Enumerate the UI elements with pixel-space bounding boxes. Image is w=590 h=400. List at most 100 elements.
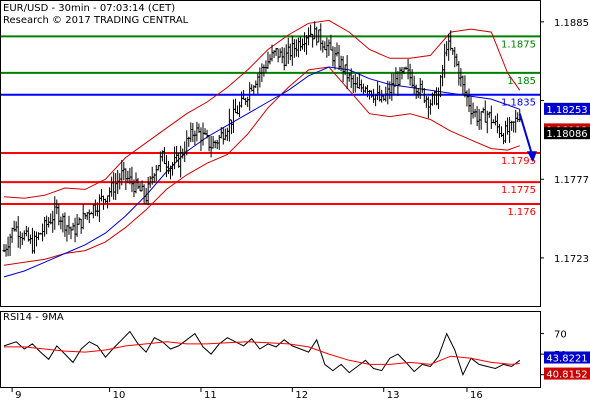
ohlc-bar bbox=[309, 24, 313, 37]
ohlc-bar bbox=[93, 199, 97, 216]
ohlc-bar bbox=[16, 216, 20, 248]
ohlc-bar bbox=[412, 75, 416, 95]
ohlc-bar bbox=[282, 47, 286, 71]
ohlc-bar bbox=[169, 165, 173, 180]
ohlc-bar bbox=[294, 39, 298, 57]
price-panel-frame bbox=[0, 0, 541, 307]
ohlc-bar bbox=[106, 195, 110, 209]
rsi-panel bbox=[3, 330, 521, 377]
ohlc-bar bbox=[193, 130, 197, 145]
ohlc-bar bbox=[504, 120, 508, 144]
price-axis-label: 1.1885 bbox=[554, 18, 589, 29]
price-tag-box bbox=[544, 127, 590, 140]
ohlc-bar bbox=[158, 151, 162, 173]
ohlc-bar bbox=[30, 227, 34, 254]
ohlc-bar bbox=[248, 82, 252, 111]
ohlc-bar bbox=[300, 38, 304, 50]
price-panel: 1.1875 1.185 1.1835 1.1795 1.1775 1.176 bbox=[0, 19, 540, 278]
rsi-axis-label: 70 bbox=[554, 330, 567, 341]
rsi-line bbox=[3, 330, 521, 377]
ohlc-bar bbox=[213, 140, 217, 149]
ohlc-bar bbox=[408, 63, 412, 86]
ohlc-bar bbox=[122, 161, 126, 181]
chart-copyright: Research © 2017 TRADING CENTRAL bbox=[3, 15, 189, 26]
ohlc-bar bbox=[479, 111, 483, 130]
ohlc-bar bbox=[325, 37, 329, 58]
projection-arrow-head bbox=[526, 151, 537, 163]
ohlc-bar bbox=[215, 139, 219, 150]
ohlc-bar bbox=[473, 108, 477, 118]
ohlc-bar bbox=[392, 73, 396, 95]
ohlc-bar bbox=[179, 145, 183, 178]
ohlc-bar bbox=[57, 203, 61, 226]
rsi-title: RSI14 - 9MA bbox=[3, 312, 64, 323]
ohlc-bar bbox=[376, 81, 380, 100]
x-axis-label: 10 bbox=[113, 390, 126, 400]
ohlc-bar bbox=[69, 226, 73, 240]
ohlc-bar bbox=[65, 224, 69, 242]
ohlc-bar bbox=[331, 46, 335, 67]
ohlc-bar bbox=[73, 217, 77, 243]
ohlc-bar bbox=[512, 121, 516, 133]
ohlc-bar bbox=[335, 42, 339, 57]
ohlc-bar bbox=[207, 135, 211, 152]
ohlc-bar bbox=[357, 73, 361, 89]
rsi-tag-text: 43.8221 bbox=[546, 353, 587, 364]
ohlc-bar bbox=[280, 46, 284, 64]
ohlc-bar bbox=[221, 127, 225, 145]
ohlc-bar bbox=[497, 123, 501, 138]
ohlc-bar bbox=[4, 244, 8, 257]
ohlc-bar bbox=[262, 64, 266, 77]
rsi-tag-1: 40.8152 bbox=[544, 367, 590, 381]
lower-band-line bbox=[3, 66, 520, 266]
ohlc-bar bbox=[75, 214, 79, 237]
ohlc-bar bbox=[420, 80, 424, 93]
ohlc-bar bbox=[363, 86, 367, 93]
ohlc-bar bbox=[502, 132, 506, 145]
ohlc-bar bbox=[382, 95, 386, 101]
ohlc-bar bbox=[451, 47, 455, 55]
ohlc-bar bbox=[79, 218, 83, 234]
level-label-0: 1.1875 bbox=[501, 39, 536, 50]
ohlc-bar bbox=[114, 173, 118, 200]
rsi-tag-0: 43.8221 bbox=[544, 351, 590, 364]
ohlc-bar bbox=[130, 166, 134, 193]
ohlc-bar bbox=[41, 223, 45, 242]
ohlc-bar bbox=[516, 112, 520, 123]
rsi-tag-text: 40.8152 bbox=[546, 370, 587, 381]
ohlc-bar bbox=[477, 108, 481, 130]
x-axis-label: 16 bbox=[470, 390, 483, 400]
ohlc-bar bbox=[258, 67, 262, 88]
ohlc-bar bbox=[372, 88, 376, 103]
ohlc-bar bbox=[136, 178, 140, 190]
ohlc-bar bbox=[144, 187, 148, 205]
ohlc-bar bbox=[437, 87, 441, 109]
level-label-2: 1.1835 bbox=[501, 98, 536, 109]
ohlc-bar bbox=[327, 39, 331, 56]
ohlc-bar bbox=[28, 234, 32, 244]
ohlc-bar bbox=[361, 83, 365, 95]
rsi-panel-frame bbox=[0, 311, 541, 388]
ohlc-bar bbox=[53, 196, 57, 230]
ohlc-bar bbox=[514, 109, 518, 133]
ohlc-bar bbox=[288, 43, 292, 61]
upper-band-line bbox=[3, 19, 521, 199]
ohlc-bar bbox=[225, 127, 229, 141]
ohlc-bar bbox=[32, 230, 36, 254]
ohlc-bar bbox=[209, 135, 213, 158]
ohlc-bar bbox=[435, 87, 439, 106]
ohlc-bar bbox=[396, 71, 400, 96]
ohlc-bar bbox=[246, 96, 250, 108]
ohlc-bar bbox=[296, 37, 300, 58]
ohlc-bar bbox=[195, 121, 199, 142]
level-label-5: 1.176 bbox=[507, 207, 536, 218]
ohlc-bar bbox=[189, 122, 193, 143]
moving-average-line bbox=[3, 66, 520, 278]
x-axis-label: 11 bbox=[204, 390, 217, 400]
ohlc-bar bbox=[22, 230, 26, 241]
ohlc-bar bbox=[63, 212, 67, 237]
ohlc-bar bbox=[256, 73, 260, 94]
ohlc-bar bbox=[67, 215, 71, 235]
ohlc-bar bbox=[59, 216, 63, 230]
ohlc-bar bbox=[321, 40, 325, 53]
